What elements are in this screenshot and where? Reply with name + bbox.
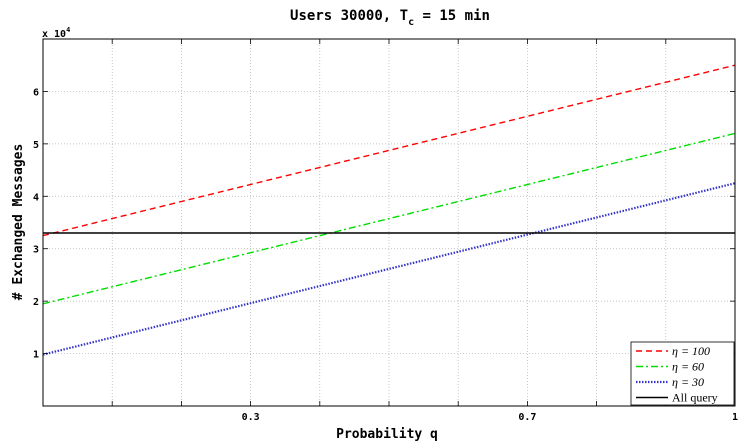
ticks (43, 39, 736, 406)
y-tick-label: 6 (33, 87, 39, 98)
y-tick-label: 5 (33, 140, 39, 151)
y-tick-label: 4 (33, 192, 39, 203)
series-line (42, 182, 736, 356)
legend-label: η = 100 (672, 344, 710, 358)
chart-title: Users 30000, Tc = 15 min (290, 8, 490, 28)
x-tick-label: 1 (732, 412, 738, 423)
y-tick-label: 3 (33, 245, 39, 256)
legend-label: η = 60 (672, 360, 704, 374)
legend: η = 100 η = 60η = 30 All query (630, 341, 735, 406)
series-line (42, 64, 736, 237)
legend-box (630, 341, 735, 406)
y-multiplier: x 104 (42, 26, 70, 40)
y-axis-label: # Exchanged Messages (11, 144, 26, 301)
grid (43, 39, 735, 406)
y-tick-label: 1 (33, 350, 39, 361)
x-axis-label: Probability q (336, 427, 438, 442)
series-line (42, 132, 736, 305)
tick-labels: 0.3 0.7 1 1 2 3 4 5 6 (33, 87, 738, 423)
y-tick-label: 2 (33, 297, 39, 308)
x-tick-label: 0.3 (242, 412, 260, 423)
x-tick-label: 0.7 (518, 412, 536, 423)
legend-label: η = 30 (672, 375, 704, 389)
series-group (42, 64, 736, 356)
legend-label: All query (672, 391, 718, 405)
